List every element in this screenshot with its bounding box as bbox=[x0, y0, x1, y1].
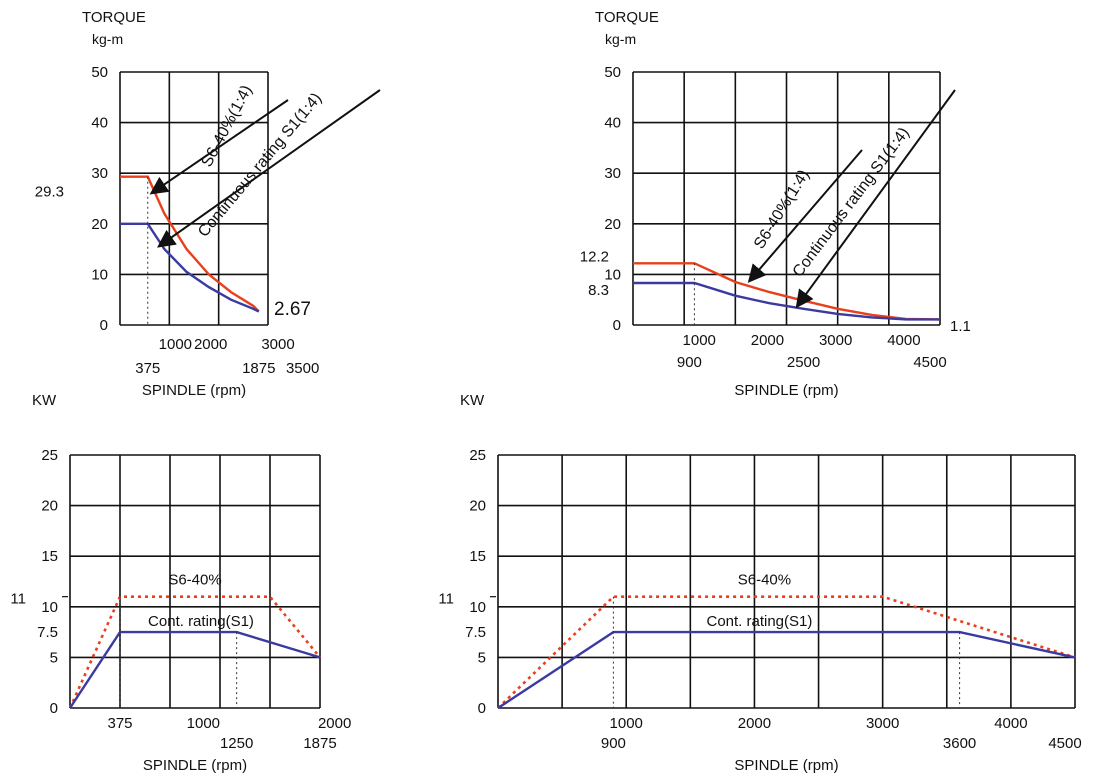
x-tick-label: 1875 bbox=[242, 360, 275, 377]
chart-power_low: KW 0 5 10 15 20 25 375 1000 2000 1250 1875 SPINDLE (… bbox=[10, 392, 351, 774]
x-tick-label: 2000 bbox=[318, 715, 351, 732]
y-axis-label: KW bbox=[460, 392, 485, 409]
x-tick-label: 900 bbox=[601, 735, 626, 752]
arrow-s6 bbox=[149, 99, 289, 195]
value-annotation: 2.67 bbox=[274, 299, 311, 320]
arrow-s6 bbox=[747, 149, 863, 283]
series-s1-line bbox=[68, 630, 321, 709]
y-tick-label: 10 bbox=[604, 266, 621, 283]
y-tick-label: 0 bbox=[100, 317, 108, 334]
series-s6-line bbox=[68, 595, 322, 709]
chart-torque_high: TORQUE kg-m 0 10 20 30 40 50 1000 2000 3000 4000 900… bbox=[580, 9, 971, 399]
y-axis-unit: kg-m bbox=[605, 31, 636, 47]
x-tick-label: 3000 bbox=[261, 336, 294, 353]
y-tick-label: 0 bbox=[50, 700, 58, 717]
grid bbox=[119, 71, 269, 326]
y-tick-label: 10 bbox=[41, 599, 58, 616]
x-axis-label: SPINDLE (rpm) bbox=[143, 757, 247, 774]
x-tick-label: 3000 bbox=[819, 332, 852, 349]
x-tick-label: 1875 bbox=[303, 735, 336, 752]
x-tick-label: 1000 bbox=[610, 715, 643, 732]
y-extra-label: 11 bbox=[10, 591, 26, 608]
y-tick-label: 15 bbox=[469, 548, 486, 565]
y-tick-label: 30 bbox=[604, 165, 621, 182]
y-axis-label: TORQUE bbox=[82, 9, 146, 26]
value-annotation: 1.1 bbox=[950, 318, 971, 335]
series-s6-line bbox=[497, 595, 1076, 709]
y-extra-label: 11 bbox=[438, 591, 454, 608]
series-label: Cont. rating(S1) bbox=[148, 613, 254, 630]
y-tick-label: 20 bbox=[41, 498, 58, 515]
arrow-s1 bbox=[795, 89, 956, 309]
arrow-s1 bbox=[157, 89, 381, 248]
y-tick-label: 5 bbox=[478, 649, 486, 666]
y-tick-label: 25 bbox=[469, 447, 486, 464]
guide-lines bbox=[612, 596, 961, 708]
y-tick-label: 50 bbox=[604, 64, 621, 81]
chart-torque_low: TORQUE kg-m 0 10 20 30 40 50 1000 2000 3000 375 1875… bbox=[35, 9, 381, 399]
y-tick-label: 10 bbox=[91, 266, 108, 283]
y-tick-label: 25 bbox=[41, 447, 58, 464]
y-tick-label: 40 bbox=[604, 115, 621, 132]
y-tick-label: 10 bbox=[469, 599, 486, 616]
x-tick-label: 375 bbox=[107, 715, 132, 732]
y-tick-label: 15 bbox=[41, 548, 58, 565]
x-tick-label: 1000 bbox=[683, 332, 716, 349]
y-tick-label: 5 bbox=[50, 649, 58, 666]
x-tick-label: 3500 bbox=[286, 360, 319, 377]
callout-label: Continuous rating S1(1:4) bbox=[790, 125, 913, 281]
series-label: S6-40% bbox=[738, 572, 791, 589]
series-label: Cont. rating(S1) bbox=[706, 613, 812, 630]
x-tick-label: 4500 bbox=[1048, 735, 1081, 752]
y-tick-label: 50 bbox=[91, 64, 108, 81]
y-tick-label: 0 bbox=[478, 700, 486, 717]
series-label: S6-40% bbox=[168, 572, 221, 589]
callout-label: S6-40%(1:4) bbox=[199, 83, 256, 170]
x-tick-label: 3000 bbox=[866, 715, 899, 732]
x-tick-label: 4000 bbox=[994, 715, 1027, 732]
y-tick-label: 0 bbox=[613, 317, 621, 334]
x-tick-label: 2500 bbox=[787, 354, 820, 371]
grid bbox=[632, 71, 941, 326]
y-tick-label: 20 bbox=[469, 498, 486, 515]
callout-label: S6-40%(1:4) bbox=[751, 167, 813, 252]
y-axis-label: TORQUE bbox=[595, 9, 659, 26]
x-axis-label: SPINDLE (rpm) bbox=[734, 382, 838, 399]
x-tick-label: 2000 bbox=[751, 332, 784, 349]
grid bbox=[69, 454, 321, 709]
y-tick-label: 40 bbox=[91, 115, 108, 132]
y-tick-label: 20 bbox=[91, 216, 108, 233]
value-annotation: 12.2 bbox=[580, 248, 609, 265]
x-tick-label: 375 bbox=[135, 360, 160, 377]
guide-lines bbox=[119, 596, 238, 708]
series-s1-line bbox=[120, 222, 260, 313]
x-tick-label: 1000 bbox=[187, 715, 220, 732]
x-tick-label: 3600 bbox=[943, 735, 976, 752]
y-extra-label: 7.5 bbox=[465, 624, 486, 641]
x-tick-label: 1000 bbox=[159, 336, 192, 353]
y-axis-label: KW bbox=[32, 392, 57, 409]
value-annotation: 8.3 bbox=[588, 282, 609, 299]
x-axis-label: SPINDLE (rpm) bbox=[734, 757, 838, 774]
chart-power_high: KW 0 5 10 15 20 25 1000 2000 3000 4000 900 3600 4500 S… bbox=[438, 392, 1081, 774]
x-tick-label: 4500 bbox=[913, 354, 946, 371]
x-tick-label: 2000 bbox=[738, 715, 771, 732]
x-tick-label: 4000 bbox=[887, 332, 920, 349]
x-tick-label: 1250 bbox=[220, 735, 253, 752]
y-extra-label: 7.5 bbox=[37, 624, 58, 641]
value-annotation: 29.3 bbox=[35, 184, 64, 201]
y-axis-unit: kg-m bbox=[92, 31, 123, 47]
series-s1-line bbox=[633, 281, 940, 321]
x-tick-label: 2000 bbox=[194, 336, 227, 353]
series-s1-line bbox=[497, 630, 1076, 710]
y-tick-label: 20 bbox=[604, 216, 621, 233]
x-tick-label: 900 bbox=[677, 354, 702, 371]
grid bbox=[497, 454, 1076, 709]
x-axis-label: SPINDLE (rpm) bbox=[142, 382, 246, 399]
y-tick-label: 30 bbox=[91, 165, 108, 182]
